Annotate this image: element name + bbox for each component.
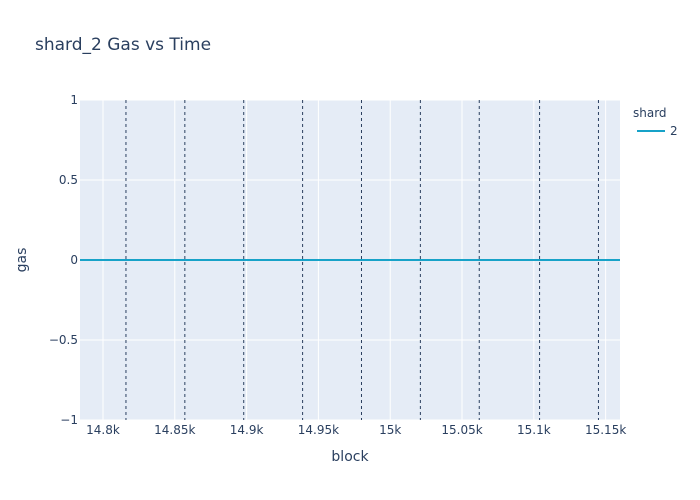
y-tick-label: −0.5 (49, 333, 78, 347)
y-tick-label: −1 (60, 413, 78, 427)
x-tick-label: 15k (379, 423, 401, 437)
y-tick-label: 0.5 (59, 173, 78, 187)
legend[interactable]: shard 2 (633, 106, 678, 138)
legend-label: 2 (670, 124, 678, 138)
x-tick-labels: 14.8k 14.85k 14.9k 14.95k 15k 15.05k 15.1k 15.1… (86, 423, 626, 437)
x-tick-label: 15.1k (517, 423, 551, 437)
x-tick-label: 14.95k (298, 423, 339, 437)
vertical-markers (125, 100, 599, 420)
x-tick-label: 14.85k (154, 423, 195, 437)
y-axis-title: gas (14, 248, 30, 273)
x-tick-label: 14.8k (86, 423, 120, 437)
x-tick-label: 15.15k (585, 423, 626, 437)
x-axis-title: block (331, 449, 369, 465)
y-tick-label: 1 (70, 93, 78, 107)
x-tick-label: 15.05k (441, 423, 482, 437)
y-tick-label: 0 (70, 253, 78, 267)
legend-title: shard (633, 106, 667, 120)
x-tick-label: 14.9k (230, 423, 264, 437)
y-tick-labels: −1 −0.5 0 0.5 1 (49, 93, 78, 427)
chart-title: shard_2 Gas vs Time (35, 35, 211, 55)
